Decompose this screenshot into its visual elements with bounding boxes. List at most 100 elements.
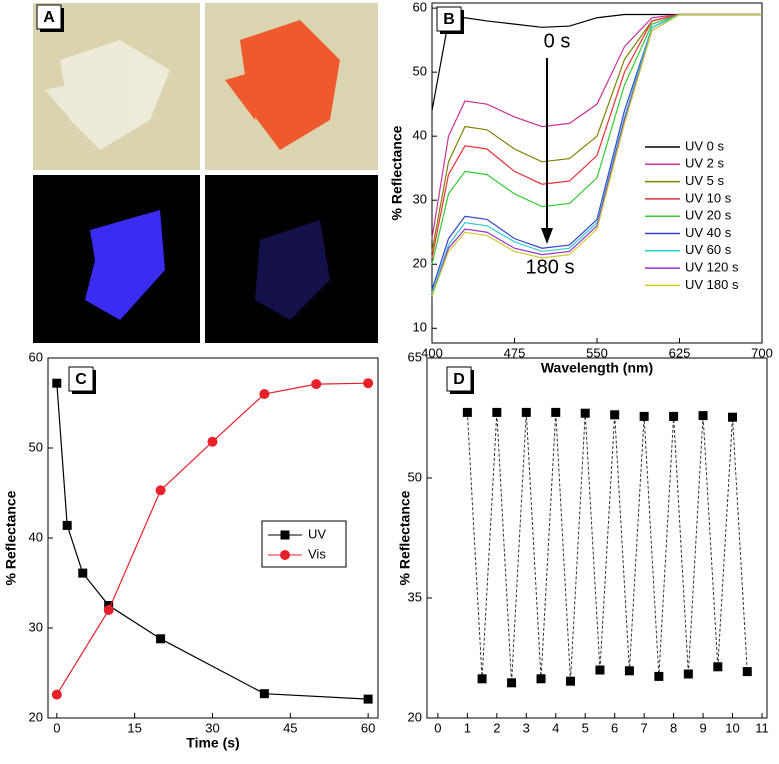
legend-label: UV 40 s (685, 225, 732, 240)
marker (259, 389, 270, 399)
y-tick-label: 10 (413, 320, 427, 335)
panel-label-box (68, 366, 94, 392)
x-tick-label: 475 (504, 345, 526, 360)
y-tick-label: 50 (408, 469, 422, 484)
marker (280, 550, 290, 560)
y-axis-title: % Reflectance (3, 490, 19, 585)
marker (492, 407, 502, 417)
marker (610, 410, 620, 420)
legend-label: UV 120 s (685, 260, 739, 275)
panel-label-box (436, 6, 462, 32)
marker (507, 678, 517, 688)
y-tick-label: 20 (408, 709, 422, 724)
marker (624, 666, 634, 676)
marker (259, 689, 269, 699)
dim-crystals (255, 220, 330, 320)
marker (551, 407, 561, 417)
legend-label: UV 10 s (685, 190, 732, 205)
marker (363, 378, 374, 389)
x-tick-label: 625 (669, 345, 691, 360)
marker (565, 676, 575, 686)
x-tick-label: 3 (523, 720, 530, 735)
plot-frame (426, 357, 768, 719)
annotation: 180 s (526, 256, 575, 278)
x-axis-title: Time (s) (186, 735, 239, 751)
legend-label: UV 20 s (685, 208, 732, 223)
x-tick-label: 15 (127, 720, 141, 735)
marker (462, 407, 472, 417)
x-tick-label: 400 (421, 345, 443, 360)
blue-crystals (85, 210, 165, 320)
marker (363, 694, 373, 704)
marker (280, 530, 290, 540)
x-tick-label: 9 (699, 720, 706, 735)
marker (639, 411, 649, 421)
y-tick-label: 40 (29, 529, 43, 544)
legend-label: UV 5 s (685, 173, 725, 188)
legend-label: Vis (308, 546, 326, 561)
x-tick-label: 700 (751, 345, 773, 360)
y-axis-title: % Reflectance (397, 490, 413, 585)
x-tick-label: 550 (586, 345, 608, 360)
x-tick-label: 2 (493, 720, 500, 735)
y-tick-label: 35 (408, 589, 422, 604)
x-tick-label: 30 (205, 720, 219, 735)
legend-label: UV 180 s (685, 277, 739, 292)
x-tick-label: 11 (755, 720, 769, 735)
y-tick-label: 30 (413, 192, 427, 207)
panel-a-photos (33, 3, 378, 343)
legend-label: UV 60 s (685, 242, 732, 257)
series-line (431, 13, 762, 111)
x-tick-label: 45 (283, 720, 297, 735)
y-tick-label: 65 (408, 349, 422, 364)
series-line (431, 13, 762, 297)
marker (52, 378, 62, 388)
x-tick-label: 10 (725, 720, 739, 735)
marker (156, 634, 166, 644)
marker (51, 689, 62, 700)
x-axis-title: Wavelength (nm) (541, 360, 653, 376)
marker (536, 674, 546, 684)
y-tick-label: 20 (29, 709, 43, 724)
legend-label: UV 2 s (685, 156, 725, 171)
panel-label: A (43, 9, 55, 26)
marker (654, 671, 664, 681)
x-tick-label: 4 (552, 720, 559, 735)
y-tick-label: 60 (413, 0, 427, 15)
marker (728, 412, 738, 422)
dashed-line (466, 412, 748, 683)
series-line (431, 13, 762, 239)
orange-crystals (225, 20, 340, 150)
legend-box (261, 520, 347, 568)
x-tick-label: 0 (53, 720, 60, 735)
y-tick-label: 60 (29, 349, 43, 364)
series-line (431, 13, 762, 294)
legend-label: UV (308, 526, 326, 541)
panel-label: C (75, 371, 87, 388)
white-crystals (45, 40, 170, 150)
x-tick-label: 0 (434, 720, 441, 735)
panel-label-box (36, 4, 62, 30)
series-line (431, 13, 762, 258)
x-tick-label: 60 (361, 720, 375, 735)
marker (580, 408, 590, 418)
marker (742, 667, 752, 677)
y-tick-label: 50 (413, 64, 427, 79)
arrow-head (541, 228, 553, 244)
series-line (431, 13, 762, 265)
marker (311, 379, 322, 390)
y-tick-label: 40 (413, 128, 427, 143)
x-tick-label: 5 (582, 720, 589, 735)
y-tick-label: 20 (413, 256, 427, 271)
marker (477, 674, 487, 684)
panel-label-box (446, 366, 472, 392)
y-tick-label: 50 (29, 439, 43, 454)
x-tick-label: 8 (670, 720, 677, 735)
marker (62, 520, 72, 530)
marker (155, 485, 166, 496)
marker (713, 662, 723, 672)
marker (207, 436, 218, 447)
y-axis-title: % Reflectance (389, 125, 405, 220)
marker (669, 411, 679, 421)
